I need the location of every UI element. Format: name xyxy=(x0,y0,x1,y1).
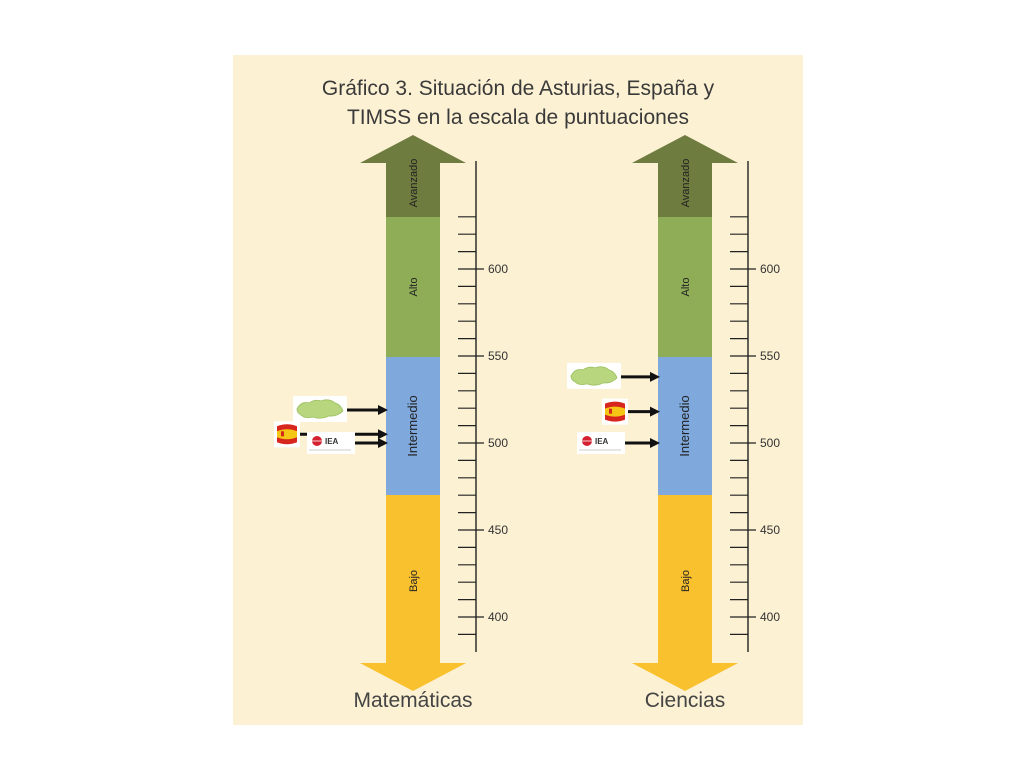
marker-arrowhead xyxy=(650,406,660,417)
marker-arrowhead xyxy=(650,371,660,382)
top-arrowhead xyxy=(632,135,738,163)
iea-logo-icon: IEA xyxy=(307,432,355,454)
band-label-alto: Alto xyxy=(408,278,420,297)
top-arrowhead xyxy=(360,135,466,163)
band-label-alto: Alto xyxy=(680,278,692,297)
bottom-arrowhead xyxy=(360,663,466,691)
band-intermedio xyxy=(658,357,712,495)
scale-matematicas: Bajo Intermedio Alto Avanzado 400 450 500 550 60… xyxy=(274,135,508,712)
svg-text:IEA: IEA xyxy=(595,437,609,446)
tick-label-400: 400 xyxy=(760,610,780,624)
marker-asturias xyxy=(567,362,660,389)
tick-label-600: 600 xyxy=(760,262,780,276)
tick-label-500: 500 xyxy=(760,436,780,450)
marker-arrowhead xyxy=(650,438,660,448)
band-label-bajo: Bajo xyxy=(408,570,420,592)
panel-label: Ciencias xyxy=(645,689,726,712)
spain-flag-icon xyxy=(602,398,628,425)
tick-label-600: 600 xyxy=(488,262,508,276)
marker-spain xyxy=(274,421,388,448)
band-label-intermedio: Intermedio xyxy=(405,395,420,456)
band-label-intermedio: Intermedio xyxy=(677,395,692,456)
marker-arrowhead xyxy=(378,404,388,415)
marker-asturias xyxy=(293,395,388,422)
tick-label-400: 400 xyxy=(488,610,508,624)
band-label-bajo: Bajo xyxy=(680,570,692,592)
tick-label-550: 550 xyxy=(760,349,780,363)
tick-label-500: 500 xyxy=(488,436,508,450)
chart-title-line-2: TIMSS en la escala de puntuaciones xyxy=(347,106,689,129)
band-bajo xyxy=(658,495,712,667)
panel-label: Matemáticas xyxy=(353,689,472,712)
band-label-avanzado: Avanzado xyxy=(680,159,692,208)
spain-flag-icon xyxy=(274,421,300,448)
chart-title-line-1: Gráfico 3. Situación de Asturias, España… xyxy=(322,77,715,100)
band-intermedio xyxy=(386,357,440,495)
marker-spain xyxy=(602,398,660,425)
chart-svg: Gráfico 3. Situación de Asturias, España… xyxy=(233,55,803,725)
tick-label-550: 550 xyxy=(488,349,508,363)
bottom-arrowhead xyxy=(632,663,738,691)
asturias-map-icon xyxy=(567,362,621,389)
marker-arrowhead xyxy=(378,429,388,440)
marker-timss: IEA xyxy=(577,432,660,454)
iea-logo-icon: IEA xyxy=(577,432,625,454)
chart-panel: Gráfico 3. Situación de Asturias, España… xyxy=(233,55,803,725)
band-avanzado xyxy=(386,163,440,217)
tick-label-450: 450 xyxy=(760,523,780,537)
band-alto xyxy=(386,217,440,357)
band-label-avanzado: Avanzado xyxy=(408,159,420,208)
marker-timss: IEA xyxy=(307,432,388,454)
band-bajo xyxy=(386,495,440,667)
tick-label-450: 450 xyxy=(488,523,508,537)
scale-panels: Bajo Intermedio Alto Avanzado 400 450 500 550 60… xyxy=(274,135,780,712)
band-alto xyxy=(658,217,712,357)
asturias-map-icon xyxy=(293,395,347,422)
band-avanzado xyxy=(658,163,712,217)
scale-ciencias: Bajo Intermedio Alto Avanzado 400 450 500 550 60… xyxy=(567,135,780,712)
svg-text:IEA: IEA xyxy=(325,437,339,446)
marker-arrowhead xyxy=(378,438,388,448)
